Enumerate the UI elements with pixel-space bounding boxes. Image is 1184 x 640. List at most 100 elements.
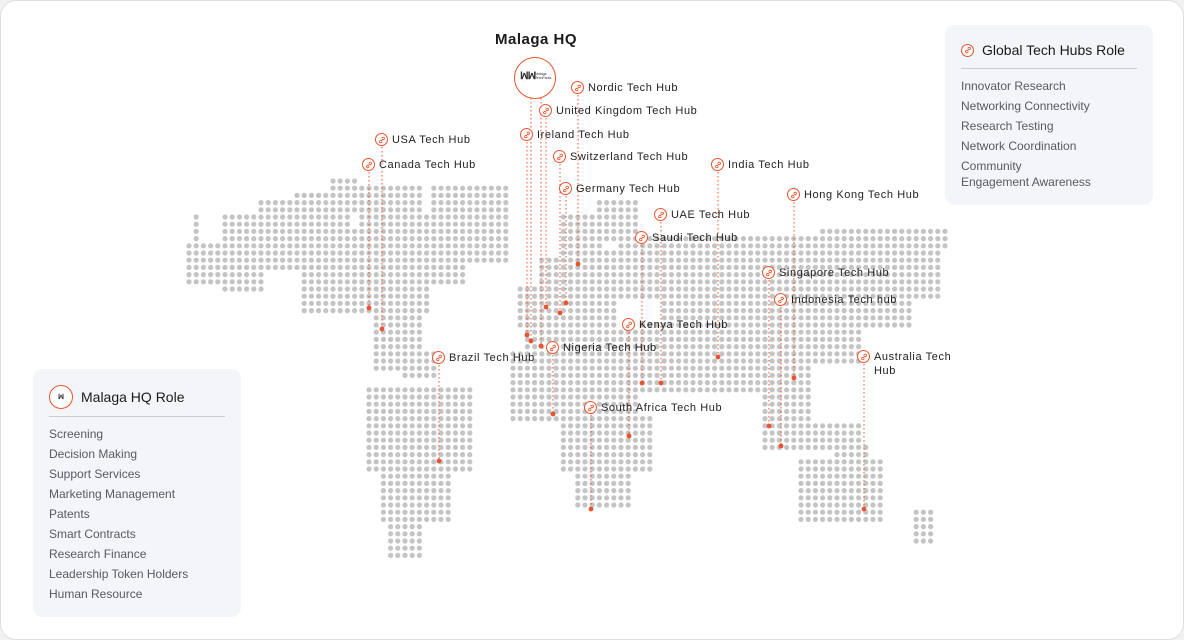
hq-panel-divider xyxy=(49,416,225,417)
hub-marker-saudi[interactable]: Saudi Tech Hub xyxy=(635,231,738,244)
global-role-list: Innovator Research Networking Connectivi… xyxy=(961,78,1141,194)
hub-label: Ireland Tech Hub xyxy=(537,128,630,141)
hongkong-location-dot xyxy=(791,375,797,381)
hub-marker-nordic[interactable]: Nordic Tech Hub xyxy=(571,81,678,94)
link-icon xyxy=(539,104,552,117)
hq-logo-mark: ꟽꟽ xyxy=(520,71,536,82)
hub-marker-nigeria[interactable]: Nigeria Tech Hub xyxy=(546,341,657,354)
list-item: Research Testing xyxy=(961,119,1054,133)
southafrica-location-dot xyxy=(588,506,594,512)
hub-label: Switzerland Tech Hub xyxy=(570,150,689,163)
nordic-location-dot xyxy=(575,261,581,267)
hub-label: Saudi Tech Hub xyxy=(652,231,738,244)
hub-marker-singapore[interactable]: Singapore Tech Hub xyxy=(762,266,889,279)
global-panel-divider xyxy=(961,68,1137,69)
list-item: Networking Connectivity xyxy=(961,99,1090,113)
uk-location-dot xyxy=(543,304,549,310)
link-icon xyxy=(961,43,974,57)
canada-location-dot xyxy=(366,305,372,311)
hub-marker-germany[interactable]: Germany Tech Hub xyxy=(559,182,680,195)
list-item: Decision Making xyxy=(49,447,138,461)
global-tech-hubs-role-panel: Global Tech Hubs Role Innovator Research… xyxy=(945,25,1153,205)
hub-label: Nordic Tech Hub xyxy=(588,81,679,94)
link-icon xyxy=(654,208,667,221)
list-item: Screening xyxy=(49,427,104,441)
link-icon xyxy=(559,182,572,195)
list-item: Patents xyxy=(49,507,90,521)
hq-logo[interactable]: ꟽꟽ Malaga TechParks xyxy=(514,57,556,99)
indonesia-location-dot xyxy=(778,443,784,449)
hq-location-dot-1 xyxy=(538,343,544,349)
hub-label: South Africa Tech Hub xyxy=(601,401,723,414)
list-item: Marketing Management xyxy=(49,487,176,501)
singapore-location-dot xyxy=(766,423,772,429)
list-item: Human Resource xyxy=(49,587,143,601)
hq-logo-text: Malaga TechParks xyxy=(535,72,552,80)
nigeria-location-dot xyxy=(550,411,556,417)
link-icon xyxy=(622,318,635,331)
hub-marker-usa[interactable]: USA Tech Hub xyxy=(375,133,471,146)
hub-label: Australia Tech Hub xyxy=(874,351,952,377)
link-icon xyxy=(520,128,533,141)
hub-marker-southafrica[interactable]: South Africa Tech Hub xyxy=(584,401,722,414)
australia-location-dot xyxy=(861,506,867,512)
link-icon xyxy=(584,401,597,414)
hub-label: Brazil Tech Hub xyxy=(449,351,535,364)
link-icon xyxy=(362,158,375,171)
hq-location-dot-0 xyxy=(528,338,534,344)
hub-marker-uae[interactable]: UAE Tech Hub xyxy=(654,208,750,221)
link-icon xyxy=(762,266,775,279)
hub-marker-hongkong[interactable]: Hong Kong Tech Hub xyxy=(787,188,919,201)
hub-label: USA Tech Hub xyxy=(392,133,471,146)
hub-marker-switzerland[interactable]: Switzerland Tech Hub xyxy=(553,150,688,163)
link-icon xyxy=(635,231,648,244)
hub-label: India Tech Hub xyxy=(728,158,810,171)
germany-location-dot xyxy=(563,300,569,306)
link-icon xyxy=(571,81,584,94)
link-icon xyxy=(774,293,787,306)
global-panel-header: Global Tech Hubs Role xyxy=(961,42,1125,58)
ireland-location-dot xyxy=(524,332,530,338)
link-icon xyxy=(857,350,870,363)
hub-marker-australia[interactable]: Australia Tech Hub xyxy=(857,350,964,378)
uae-location-dot xyxy=(658,380,664,386)
hq-logo-icon: ꟽ xyxy=(49,385,73,409)
link-icon xyxy=(711,158,724,171)
hub-label: Germany Tech Hub xyxy=(576,182,681,195)
hq-role-list: Screening Decision Making Support Servic… xyxy=(49,426,188,606)
saudi-location-dot xyxy=(639,380,645,386)
hub-marker-kenya[interactable]: Kenya Tech Hub xyxy=(622,318,728,331)
hq-title: Malaga HQ xyxy=(494,31,578,48)
usa-location-dot xyxy=(379,326,385,332)
link-icon xyxy=(787,188,800,201)
hub-marker-india[interactable]: India Tech Hub xyxy=(711,158,810,171)
link-icon xyxy=(553,150,566,163)
list-item: Support Services xyxy=(49,467,141,481)
link-icon xyxy=(375,133,388,146)
link-icon xyxy=(432,351,445,364)
list-item: Innovator Research xyxy=(961,79,1066,93)
list-item: Research Finance xyxy=(49,547,147,561)
hub-label: Canada Tech Hub xyxy=(379,158,476,171)
hub-label: Nigeria Tech Hub xyxy=(563,341,657,354)
land-dots xyxy=(186,178,948,559)
hub-marker-canada[interactable]: Canada Tech Hub xyxy=(362,158,476,171)
hq-panel-header: ꟽ Malaga HQ Role xyxy=(49,385,185,409)
hub-marker-brazil[interactable]: Brazil Tech Hub xyxy=(432,351,535,364)
hub-label: Singapore Tech Hub xyxy=(779,266,890,279)
hub-marker-indonesia[interactable]: Indonesia Tech hub xyxy=(774,293,897,306)
hub-label: Hong Kong Tech Hub xyxy=(804,188,920,201)
hub-marker-uk[interactable]: United Kingdom Tech Hub xyxy=(539,104,697,117)
malaga-hq-role-panel: ꟽ Malaga HQ Role Screening Decision Maki… xyxy=(33,369,241,617)
connector-lines xyxy=(366,95,867,512)
switzerland-location-dot xyxy=(557,310,563,316)
hq-panel-title: Malaga HQ Role xyxy=(81,389,185,405)
list-item: Community Engagement Awareness xyxy=(961,159,1091,189)
list-item: Leadership Token Holders xyxy=(49,567,189,581)
brazil-location-dot xyxy=(436,458,442,464)
global-panel-title: Global Tech Hubs Role xyxy=(982,42,1125,58)
india-location-dot xyxy=(715,354,721,360)
hub-marker-ireland[interactable]: Ireland Tech Hub xyxy=(520,128,630,141)
list-item: Smart Contracts xyxy=(49,527,136,541)
